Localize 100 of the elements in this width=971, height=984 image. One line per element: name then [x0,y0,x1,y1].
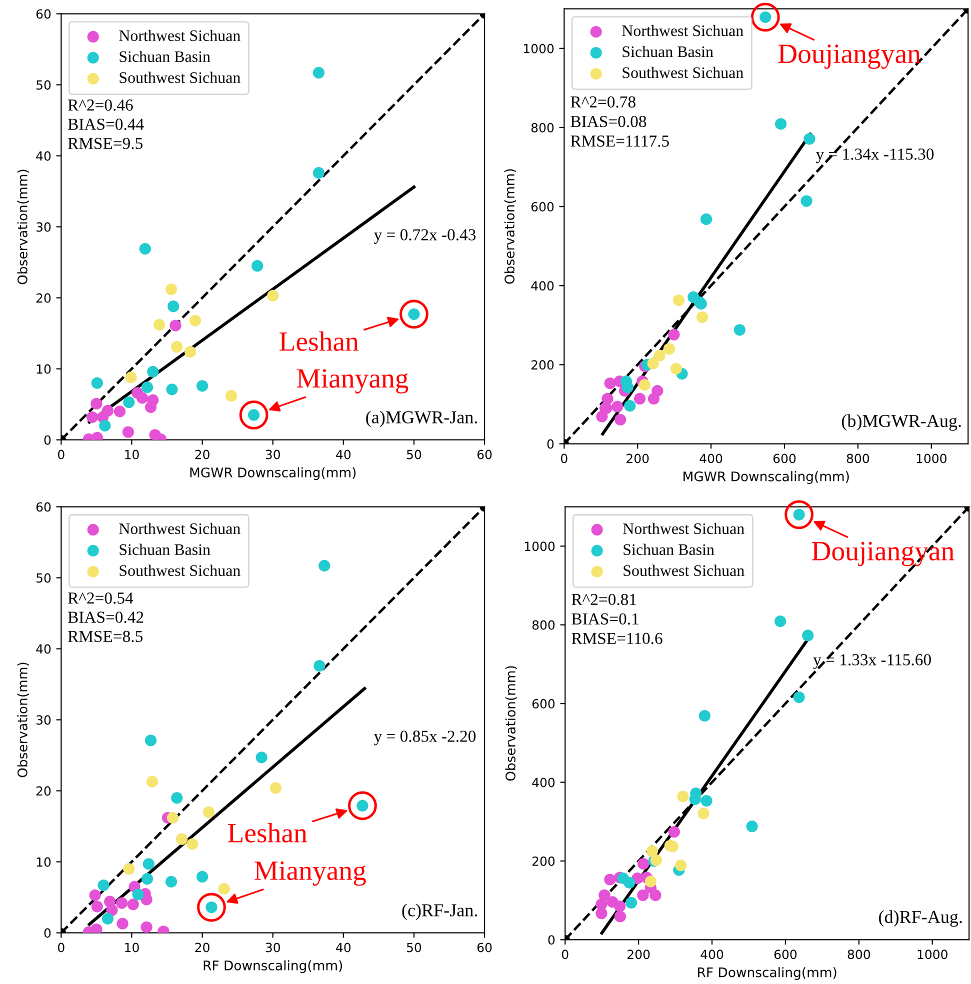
annotation: BIAS=0.42 [68,612,144,623]
point [625,896,638,909]
point [171,341,183,353]
point [225,390,238,402]
x-axis-title: RF Downscaling(mm) [698,967,836,980]
point [116,918,128,930]
x-tick-label: 40 [336,450,351,460]
point [612,400,624,412]
annotation: BIAS=0.08 [570,116,646,128]
point [648,392,660,405]
annotation: Leshan [280,331,359,351]
point [141,873,154,885]
y-tick-label: 800 [531,122,554,132]
point [184,346,196,358]
point [677,790,689,802]
point [314,660,326,672]
point [170,320,182,332]
x-axis-title: RF Downscaling(mm) [204,960,342,973]
y-tick-label: 800 [532,620,555,630]
x-tick-label: 400 [700,950,724,960]
legend-label: Sichuan Basin [622,46,714,58]
legend-label: Southwest Sichuan [624,564,744,576]
point [646,845,658,857]
annotation: (d)RF-Aug. [879,910,962,927]
annotation: R^2=0.46 [68,99,133,111]
annotation: Doujiangyan [778,44,921,69]
x-tick-label: 1000 [916,454,946,464]
annotation: Leshan [228,822,307,842]
x-tick-label: 0 [58,450,64,460]
point [122,426,134,438]
point [102,404,114,417]
point [647,358,659,370]
x-tick-label: 200 [628,950,650,960]
x-tick-label: 800 [846,454,870,464]
point [146,776,158,788]
y-tick-label: 400 [532,778,555,788]
point [144,401,157,413]
annotation: RMSE=9.5 [68,138,142,150]
x-tick-label: 400 [700,454,722,464]
point [802,630,814,642]
point [102,912,114,924]
y-tick-label: 20 [36,786,51,796]
point [142,858,154,870]
point [670,362,682,374]
point [604,874,616,886]
point [140,894,152,906]
x-tick-label: 800 [848,950,870,960]
point [596,908,608,920]
y-tick-label: 40 [36,151,51,161]
point [734,324,746,336]
x-tick-label: 1000 [918,950,948,960]
annotation: BIAS=0.1 [572,613,638,625]
point [654,350,666,362]
point [793,691,805,704]
y-tick-label: 600 [532,699,555,708]
point [98,879,110,892]
point [638,379,650,391]
point [312,167,325,179]
annotation: y = 0.72x -0.43 [374,229,476,244]
point [171,792,183,804]
x-tick-label: 200 [626,454,649,464]
legend-label: Northwest Sichuan [622,24,744,36]
point [614,910,626,922]
point [672,294,685,306]
point [650,889,662,902]
y-tick-label: 50 [36,80,51,90]
point [196,870,208,883]
annotation: RMSE=8.5 [68,630,142,642]
point [147,366,159,378]
point [614,414,626,426]
y-tick-label: 200 [531,360,554,370]
x-tick-label: 600 [773,454,796,464]
y-tick-label: 200 [532,856,555,866]
x-tick-label: 600 [774,950,797,960]
annotation: Mianyang [296,369,408,394]
point [637,889,649,902]
y-tick-label: 1000 [524,542,555,552]
point [86,411,98,423]
point [698,808,710,820]
point [116,897,128,909]
point [700,794,712,807]
x-tick-label: 20 [195,942,210,952]
point [256,752,268,764]
annotation: R^2=0.54 [68,592,134,604]
point [644,876,656,888]
legend-label: Southwest Sichuan [622,66,744,78]
point [698,710,710,722]
point [700,213,712,226]
y-tick-label: 0 [548,935,555,945]
y-tick-label: 50 [36,573,51,583]
point [800,195,812,207]
point [804,133,816,145]
point [106,904,118,916]
legend-label: Sichuan Basin [120,50,210,62]
x-tick-label: 60 [477,942,492,952]
point [91,377,103,389]
annotation: BIAS=0.44 [68,118,144,130]
y-tick-label: 60 [36,502,51,512]
point [196,380,208,392]
x-tick-label: 0 [561,454,568,464]
